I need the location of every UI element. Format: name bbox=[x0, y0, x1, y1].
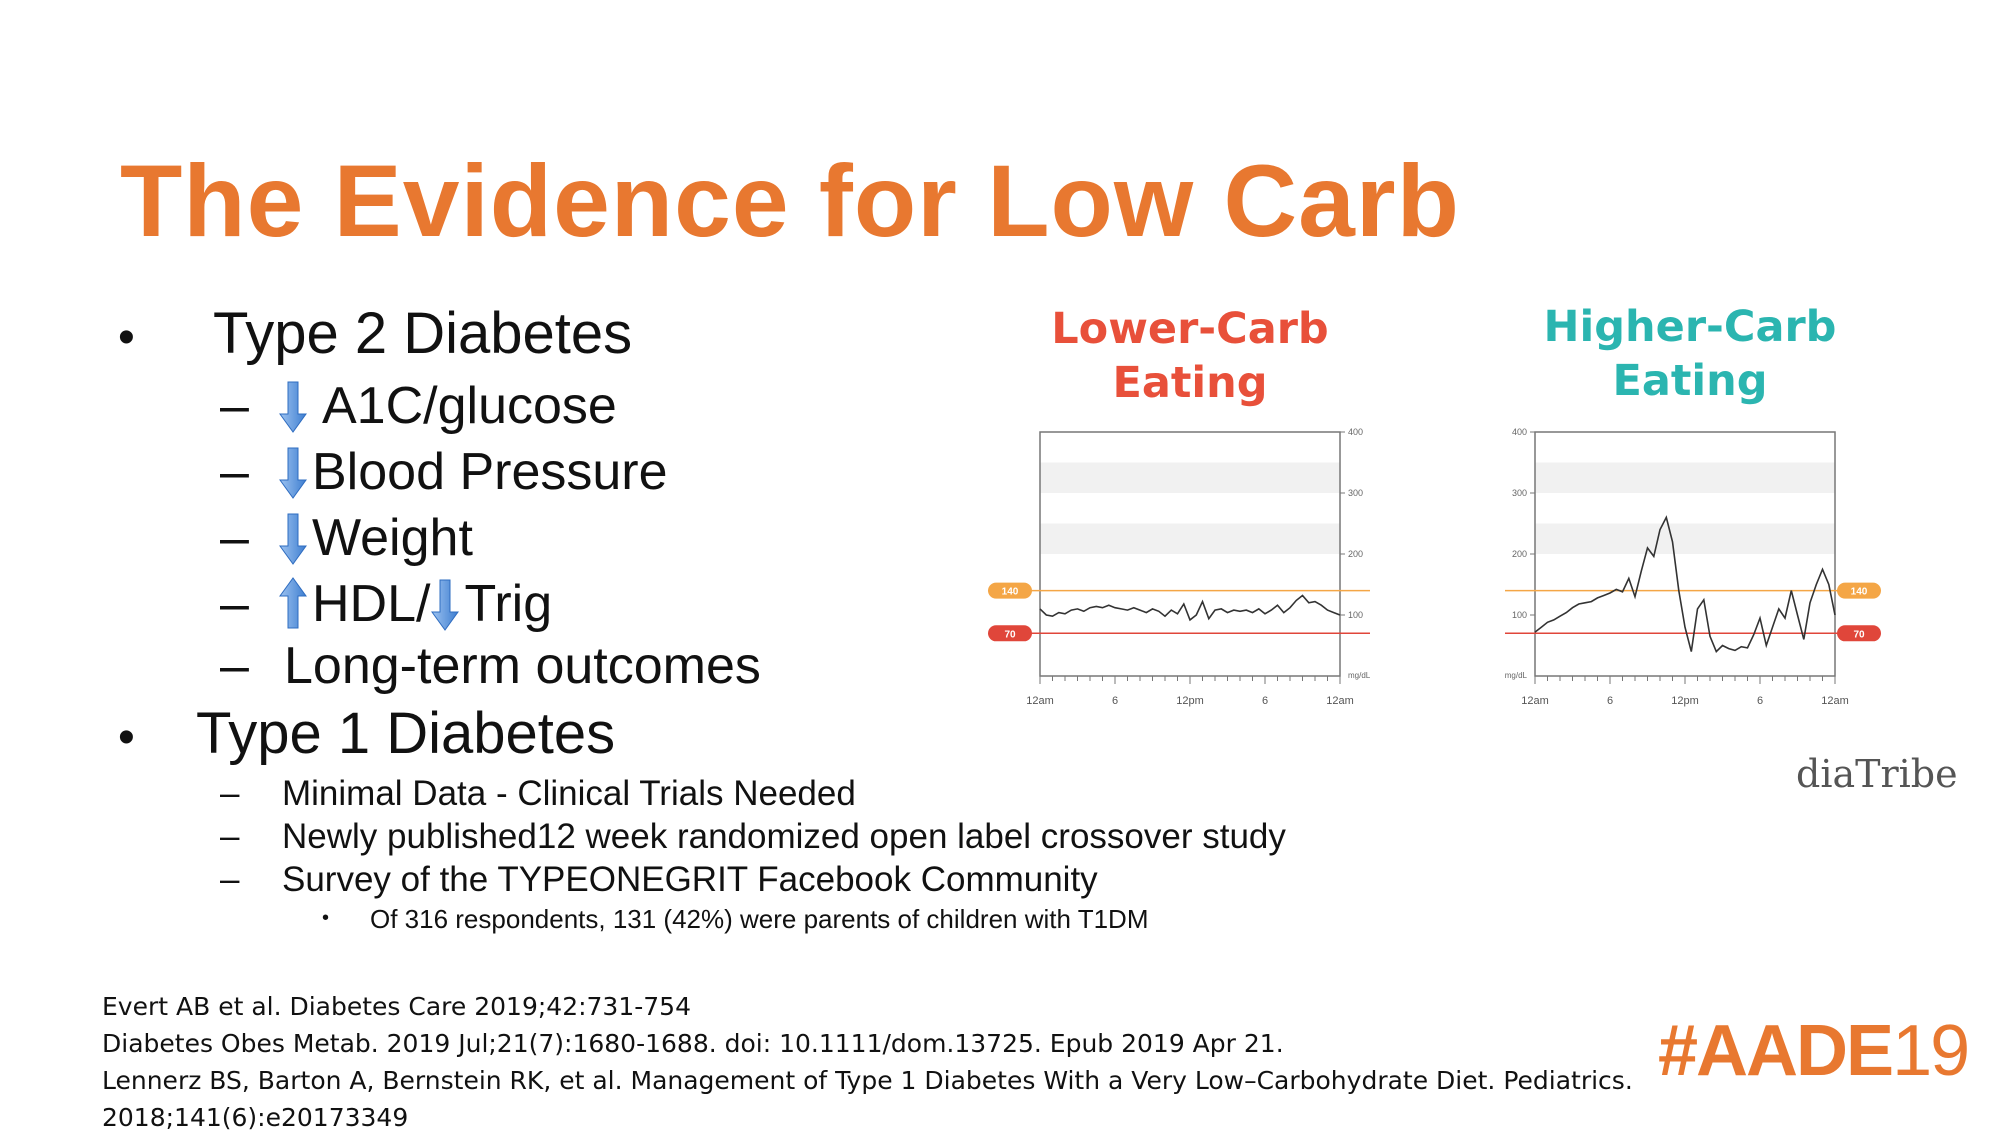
reference-line: 2018;141(6):e20173349 bbox=[102, 1103, 409, 1132]
y-tick-label: 200 bbox=[1512, 549, 1527, 559]
x-tick-label: 12pm bbox=[1176, 695, 1204, 707]
y-unit-label: mg/dL bbox=[1505, 671, 1528, 680]
t1-survey-text: Survey of the TYPEONEGRIT Facebook Commu… bbox=[282, 860, 1098, 899]
aade-logo-main: #AADE bbox=[1658, 1011, 1894, 1091]
x-tick-label: 12am bbox=[1521, 695, 1549, 707]
down-arrow-icon bbox=[279, 447, 307, 499]
y-tick-label: 400 bbox=[1512, 427, 1527, 437]
t1-study-text: Newly published12 week randomized open l… bbox=[282, 817, 1286, 856]
t2-item-weight: – Weight bbox=[220, 510, 473, 566]
x-tick-label: 6 bbox=[1112, 695, 1118, 707]
dash: – bbox=[220, 774, 240, 813]
t2-bp-text: Blood Pressure bbox=[312, 443, 668, 501]
target-pill bbox=[1837, 625, 1881, 642]
x-tick-label: 6 bbox=[1757, 695, 1763, 707]
target-label: 70 bbox=[1853, 629, 1865, 640]
grid-band bbox=[1040, 523, 1340, 554]
aade-logo: #AADE19 bbox=[1658, 1010, 1970, 1092]
reference-line: Evert AB et al. Diabetes Care 2019;42:73… bbox=[102, 992, 691, 1021]
dash: – bbox=[220, 575, 249, 633]
type1-heading: Type 1 Diabetes bbox=[196, 701, 616, 766]
grid-band bbox=[1535, 462, 1835, 493]
references: Evert AB et al. Diabetes Care 2019;42:73… bbox=[102, 988, 1633, 1136]
glucose-line bbox=[1039, 594, 1341, 622]
lower-carb-chart: 400 300 200 100 mg/dL 12am 6 12pm 6 12am 140 70 bbox=[988, 427, 1371, 707]
t2-outcomes-text: Long-term outcomes bbox=[284, 637, 761, 695]
t2-weight-text: Weight bbox=[312, 509, 473, 567]
y-tick-label: 100 bbox=[1512, 610, 1527, 620]
chart-title-lower: Lower-Carb Eating bbox=[1040, 302, 1340, 410]
chart-title-lower-line1: Lower-Carb bbox=[1051, 304, 1329, 354]
y-unit-label: mg/dL bbox=[1348, 671, 1371, 680]
y-tick-label: 300 bbox=[1348, 488, 1363, 498]
t2-hdl-text: HDL/ bbox=[312, 575, 431, 633]
target-pill bbox=[988, 582, 1032, 599]
down-arrow-icon bbox=[431, 579, 460, 631]
grid-band bbox=[1040, 462, 1340, 493]
x-tick-label: 6 bbox=[1607, 695, 1613, 707]
t2-item-outcomes: – Long-term outcomes bbox=[220, 640, 761, 692]
y-tick-label: 100 bbox=[1348, 610, 1363, 620]
t2-trig-text: Trig bbox=[464, 575, 553, 633]
y-tick-label: 200 bbox=[1348, 549, 1363, 559]
x-tick-label: 12am bbox=[1821, 695, 1849, 707]
chart-title-higher: Higher-Carb Eating bbox=[1530, 300, 1850, 408]
x-tick-label: 12pm bbox=[1671, 695, 1699, 707]
aade-logo-year: 19 bbox=[1892, 1011, 1970, 1091]
target-label: 140 bbox=[1851, 587, 1868, 598]
y-tick-label: 400 bbox=[1348, 427, 1363, 437]
target-pill bbox=[1837, 582, 1881, 599]
x-tick-label: 12am bbox=[1026, 695, 1054, 707]
t2-item-a1c: – A1C/glucose bbox=[220, 378, 617, 434]
bullet-dot: • bbox=[118, 711, 135, 764]
x-tick-label: 6 bbox=[1262, 695, 1268, 707]
dash: – bbox=[220, 817, 240, 856]
target-label: 70 bbox=[1004, 629, 1016, 640]
bullet-dot: • bbox=[322, 907, 330, 929]
chart-title-higher-line2: Eating bbox=[1612, 356, 1768, 406]
diatribe-logo: diaTribe bbox=[1796, 752, 1958, 796]
dash: – bbox=[220, 377, 249, 435]
dash: – bbox=[220, 443, 249, 501]
target-pill bbox=[988, 625, 1032, 642]
up-arrow-icon bbox=[279, 577, 307, 629]
type2-heading: Type 2 Diabetes bbox=[213, 301, 633, 366]
glucose-line bbox=[1534, 515, 1836, 654]
dash: – bbox=[220, 860, 240, 899]
grid-band bbox=[1535, 523, 1835, 554]
target-label: 140 bbox=[1002, 587, 1019, 598]
down-arrow-icon bbox=[279, 381, 307, 433]
down-arrow-icon bbox=[279, 513, 307, 565]
dash: – bbox=[220, 637, 249, 695]
t2-item-bp: – Blood Pressure bbox=[220, 444, 668, 500]
chart-title-lower-line2: Eating bbox=[1112, 358, 1268, 408]
reference-line: Lennerz BS, Barton A, Bernstein RK, et a… bbox=[102, 1066, 1633, 1095]
reference-line: Diabetes Obes Metab. 2019 Jul;21(7):1680… bbox=[102, 1029, 1284, 1058]
dash: – bbox=[220, 509, 249, 567]
slide-title: The Evidence for Low Carb bbox=[120, 144, 1460, 258]
t1-minimal-text: Minimal Data - Clinical Trials Needed bbox=[282, 774, 856, 813]
t2-item-hdl: – HDL/ Trig bbox=[220, 576, 552, 632]
bullet-dot: • bbox=[118, 311, 135, 364]
t1-subitem-text: Of 316 respondents, 131 (42%) were paren… bbox=[370, 904, 1149, 934]
y-tick-label: 300 bbox=[1512, 488, 1527, 498]
x-tick-label: 12am bbox=[1326, 695, 1354, 707]
higher-carb-chart: 400 300 200 100 mg/dL 12am 6 12pm 6 12am 140 70 bbox=[1505, 427, 1881, 707]
chart-title-higher-line1: Higher-Carb bbox=[1543, 302, 1837, 352]
t2-a1c-text: A1C/glucose bbox=[322, 377, 617, 435]
